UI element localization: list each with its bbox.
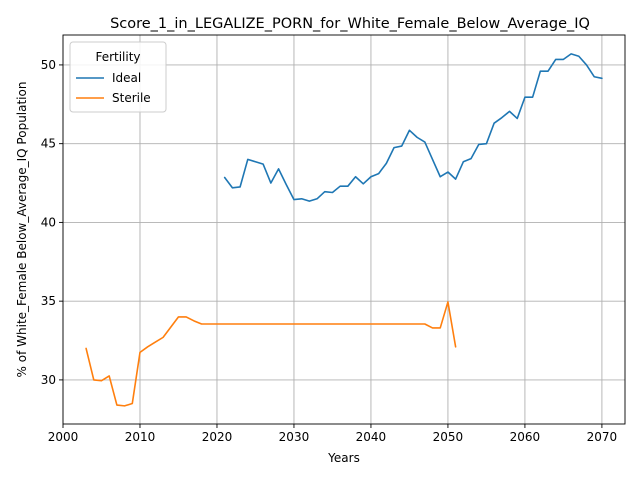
gridlines xyxy=(62,35,625,424)
x-tick-label: 2060 xyxy=(510,430,541,444)
y-axis-label: % of White_Female Below_Average_IQ Popul… xyxy=(15,82,29,378)
x-tick-label: 2070 xyxy=(587,430,618,444)
y-tick-label: 35 xyxy=(41,294,56,308)
x-tick-label: 2050 xyxy=(433,430,464,444)
chart-title: Score_1_in_LEGALIZE_PORN_for_White_Femal… xyxy=(110,16,590,32)
y-tick-label: 50 xyxy=(41,58,56,72)
legend-title: Fertility xyxy=(95,50,140,64)
x-tick-label: 2000 xyxy=(48,430,79,444)
y-tick-label: 30 xyxy=(41,373,56,387)
series-lines xyxy=(85,53,603,407)
legend: Fertility Ideal Sterile xyxy=(69,41,167,113)
y-tick-label: 45 xyxy=(41,137,56,151)
series-line-sterile xyxy=(85,301,457,407)
axis-ticks: 2000 2010 2020 2030 2040 2050 2060 2070 30 35 40 45… xyxy=(41,58,617,444)
legend-label-sterile: Sterile xyxy=(112,91,151,105)
x-tick-label: 2030 xyxy=(279,430,310,444)
legend-label-ideal: Ideal xyxy=(112,71,141,85)
x-tick-label: 2040 xyxy=(356,430,387,444)
legend-box xyxy=(69,41,167,113)
x-tick-label: 2010 xyxy=(125,430,156,444)
plot-frame xyxy=(62,34,626,425)
x-axis-label: Years xyxy=(327,451,360,465)
x-tick-label: 2020 xyxy=(202,430,233,444)
legend-items: Ideal Sterile xyxy=(76,71,151,105)
y-tick-label: 40 xyxy=(41,215,56,229)
series-line-ideal xyxy=(223,53,603,202)
